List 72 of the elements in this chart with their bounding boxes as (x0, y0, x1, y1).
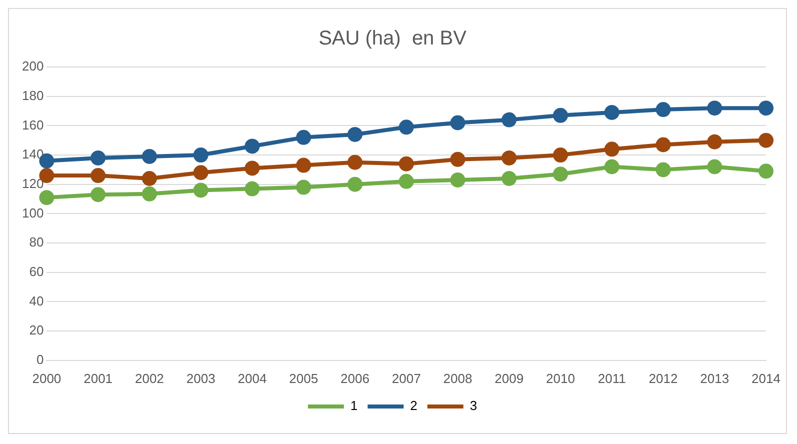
point (244, 160, 260, 176)
point (707, 100, 722, 116)
point (656, 102, 671, 118)
point (502, 170, 517, 186)
point (552, 148, 568, 163)
point (142, 186, 157, 202)
point (450, 115, 466, 130)
legend-label: 2 (410, 398, 418, 414)
point (450, 152, 466, 167)
legend-label: 1 (350, 398, 358, 414)
point (193, 182, 208, 198)
point (758, 100, 774, 116)
point (707, 159, 722, 174)
point (758, 164, 774, 179)
x-tick-label: 2005 (289, 370, 318, 386)
point (142, 170, 157, 186)
point (193, 148, 208, 163)
point (347, 154, 362, 170)
point (398, 174, 414, 189)
point (604, 142, 620, 157)
point (502, 112, 517, 128)
x-tick-label: 2000 (32, 370, 62, 386)
point (656, 162, 671, 178)
y-tick-label: 40 (29, 293, 44, 308)
point (90, 187, 106, 202)
y-tick-label: 120 (22, 176, 44, 191)
y-tick-label: 200 (22, 58, 44, 74)
point (347, 176, 362, 192)
y-tick-label: 20 (29, 322, 44, 338)
point (604, 104, 620, 120)
x-tick-label: 2006 (340, 370, 370, 386)
x-tick-label: 2009 (494, 370, 524, 386)
x-tick-label: 2007 (392, 370, 421, 386)
point (552, 166, 568, 182)
point (296, 158, 312, 173)
point (450, 172, 466, 188)
point (707, 134, 722, 150)
legend-label: 3 (470, 398, 478, 414)
point (39, 190, 54, 206)
x-tick-label: 2012 (648, 370, 678, 386)
x-tick-label: 2014 (752, 370, 780, 386)
x-tick-label: 2011 (598, 370, 626, 386)
point (296, 180, 312, 195)
point (90, 150, 106, 166)
point (502, 150, 517, 166)
x-tick-label: 2002 (134, 370, 164, 386)
y-tick-label: 60 (29, 264, 44, 279)
point (398, 120, 414, 135)
x-tick-label: 2003 (186, 370, 216, 386)
point (398, 156, 414, 172)
x-tick-label: 2004 (238, 370, 267, 386)
point (604, 159, 620, 174)
point (347, 126, 362, 142)
point (244, 181, 260, 196)
y-tick-label: 180 (22, 88, 44, 103)
point (296, 130, 312, 145)
point (656, 137, 671, 152)
point (142, 148, 157, 164)
x-tick-label: 2001 (84, 370, 113, 386)
point (758, 132, 774, 148)
point (90, 168, 106, 184)
x-tick-label: 2008 (443, 370, 472, 386)
y-tick-label: 100 (22, 205, 44, 220)
point (244, 138, 260, 154)
chart-title: SAU (ha) en BV (318, 28, 468, 50)
point (193, 165, 208, 180)
y-tick-label: 80 (29, 234, 44, 250)
point (552, 108, 568, 123)
x-tick-label: 2010 (546, 370, 575, 386)
y-tick-label: 0 (36, 352, 44, 367)
x-tick-label: 2013 (700, 370, 730, 386)
y-tick-label: 160 (22, 117, 44, 132)
